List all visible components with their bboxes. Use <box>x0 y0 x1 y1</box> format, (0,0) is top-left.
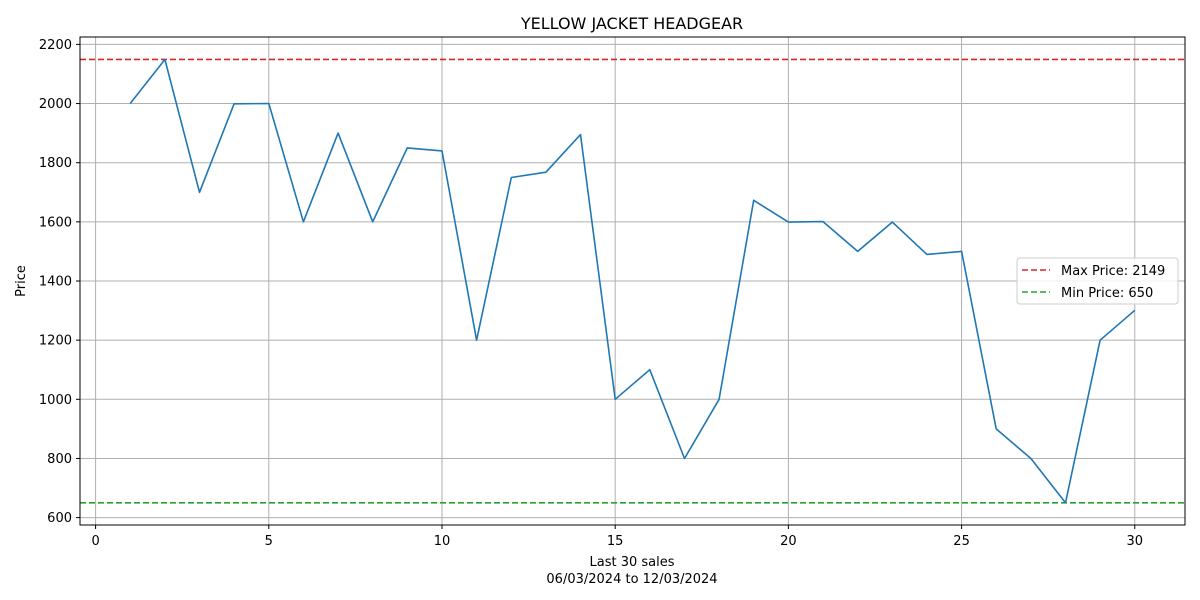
legend-min-price-label: Min Price: 650 <box>1061 286 1153 301</box>
y-axis-ticks: 600 800 1000 1200 1400 1600 1800 2000 2200 <box>39 38 80 526</box>
series-layer <box>129 58 1136 504</box>
x-tick-label: 0 <box>91 534 99 549</box>
y-tick-label: 1200 <box>39 334 72 349</box>
x-tick-label: 20 <box>780 534 797 549</box>
y-tick-label: 2000 <box>39 97 72 112</box>
y-tick-label: 1600 <box>39 215 72 230</box>
price-series-line <box>129 58 1136 504</box>
x-tick-label: 30 <box>1126 534 1143 549</box>
y-tick-label: 1400 <box>39 275 72 290</box>
x-tick-label: 15 <box>607 534 624 549</box>
legend: Max Price: 2149 Min Price: 650 <box>1016 257 1179 305</box>
grid-lines <box>80 37 1185 525</box>
reference-lines <box>80 58 1185 504</box>
y-tick-label: 1800 <box>39 156 72 171</box>
legend-frame <box>1016 257 1179 305</box>
x-axis-sublabel: 06/03/2024 to 12/03/2024 <box>546 572 717 587</box>
x-tick-label: 25 <box>953 534 970 549</box>
y-tick-label: 600 <box>47 511 72 526</box>
x-axis-ticks: 0 5 10 15 20 25 30 <box>91 525 1143 549</box>
y-tick-label: 800 <box>47 452 72 467</box>
x-axis-label: Last 30 sales <box>589 555 674 570</box>
y-tick-label: 1000 <box>39 393 72 408</box>
y-tick-label: 2200 <box>39 38 72 53</box>
chart-title: YELLOW JACKET HEADGEAR <box>520 14 743 33</box>
legend-max-price-label: Max Price: 2149 <box>1061 264 1165 279</box>
y-axis-label: Price <box>14 265 29 297</box>
x-tick-label: 5 <box>265 534 273 549</box>
x-tick-label: 10 <box>434 534 451 549</box>
